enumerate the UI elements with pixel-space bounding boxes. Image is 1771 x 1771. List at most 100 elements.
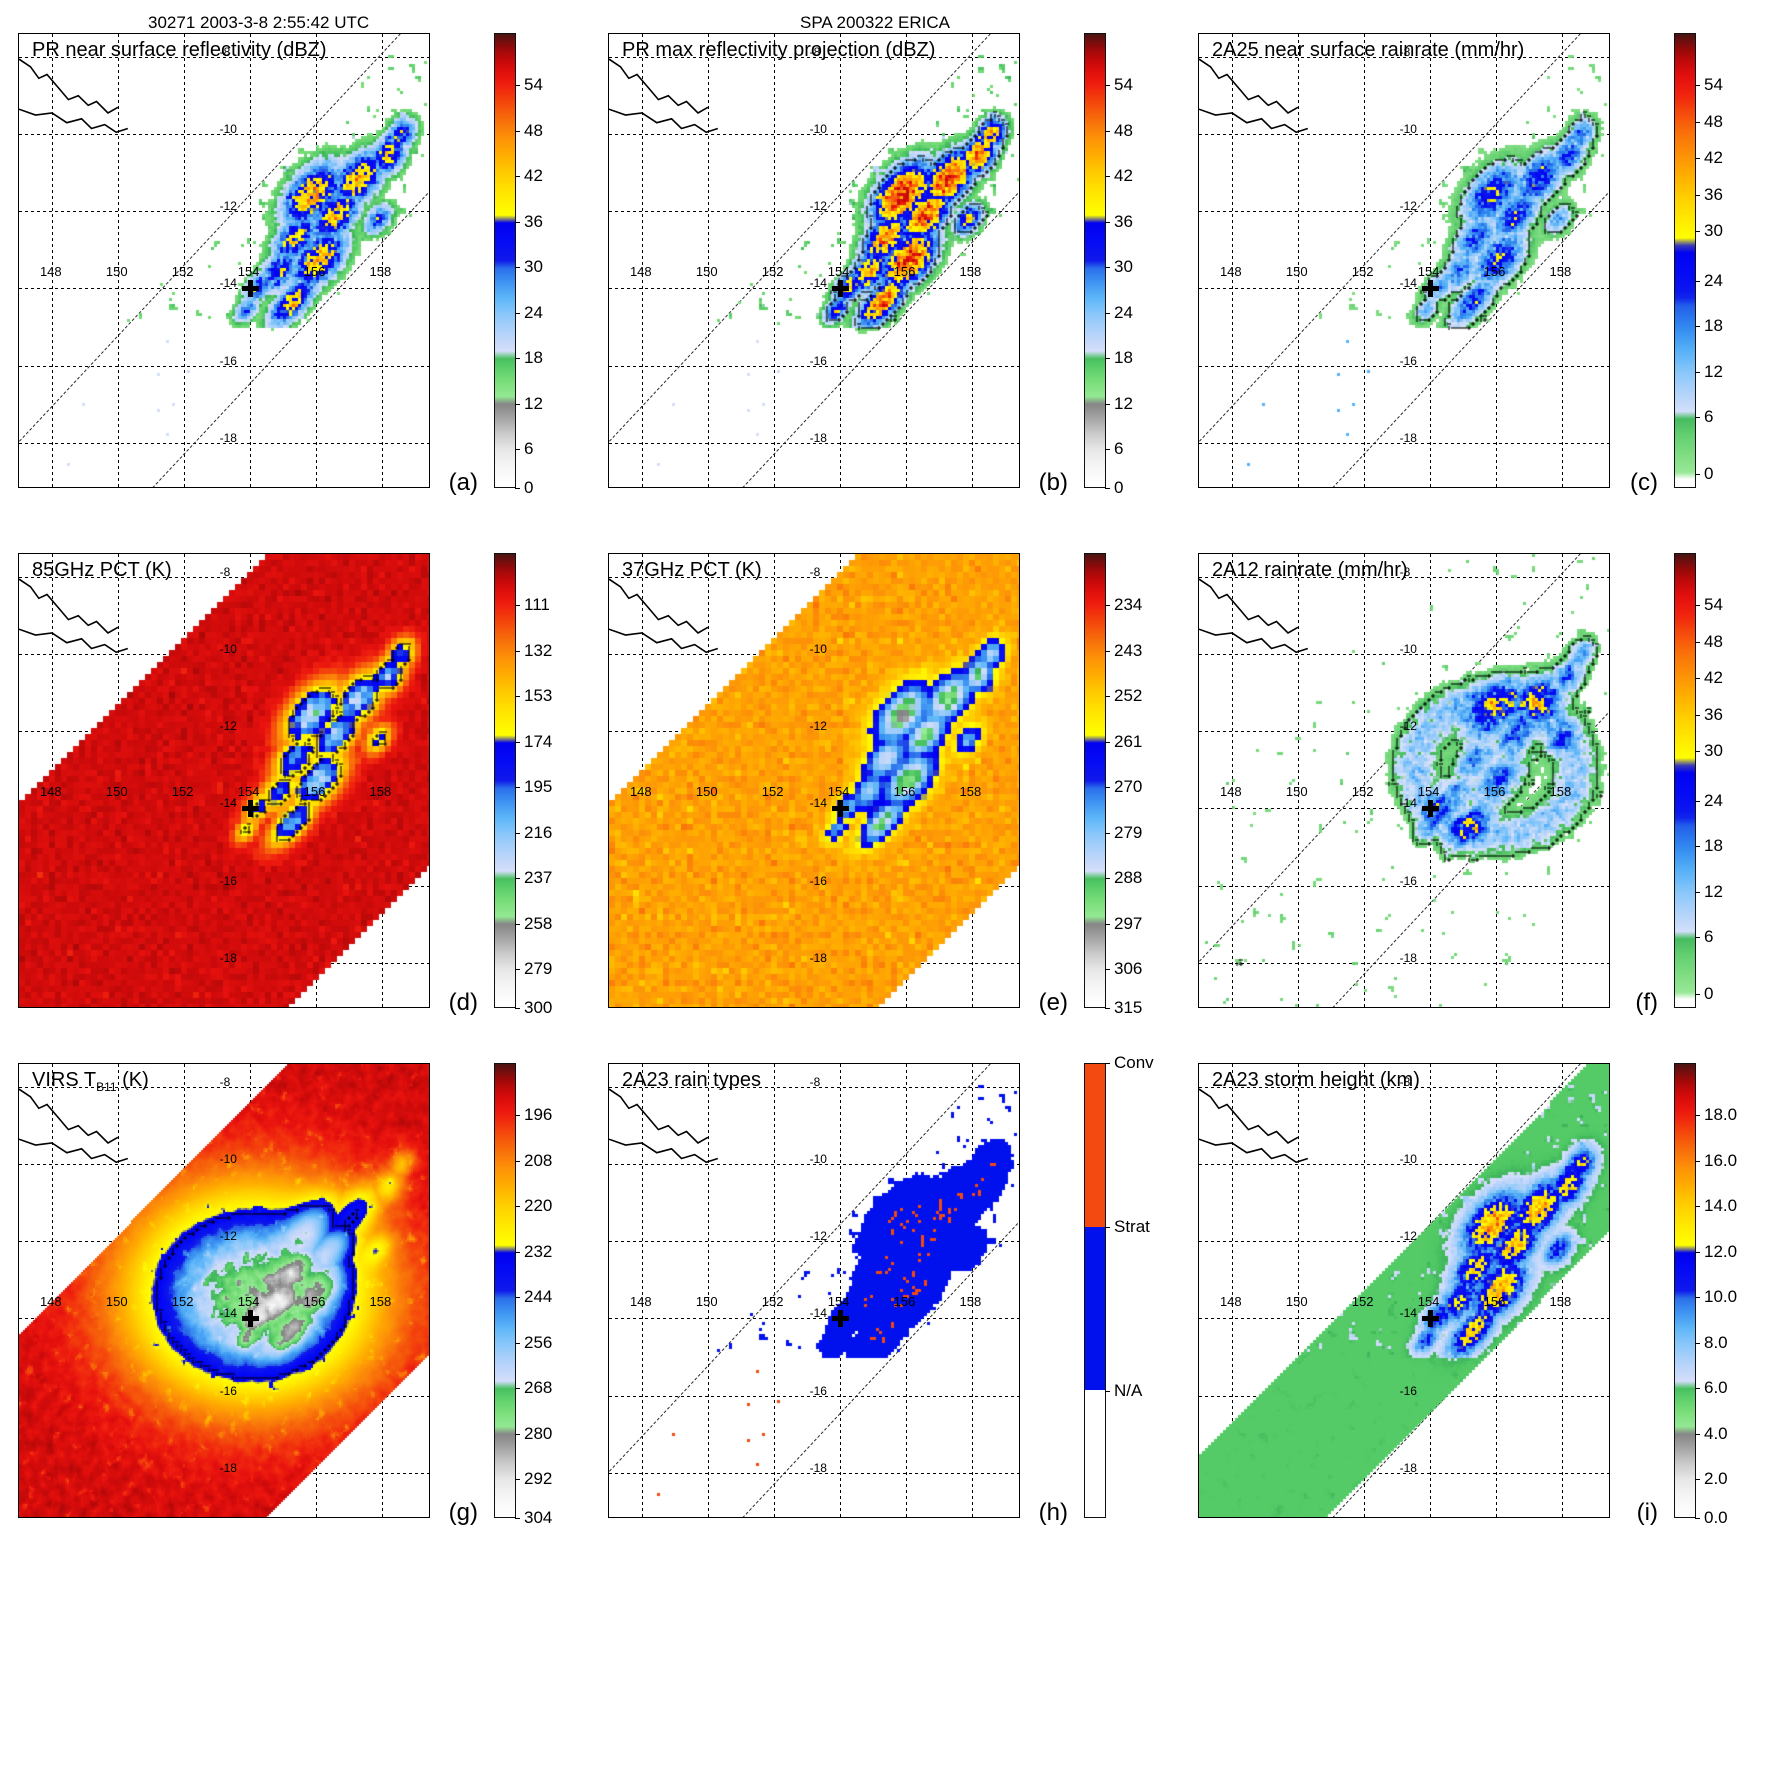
lon-tick-label: 156 bbox=[1483, 784, 1506, 800]
colorbar-tick-label: 54 bbox=[524, 75, 543, 95]
lat-tick-label: -8 bbox=[219, 565, 231, 580]
colorbar-tick-label: 24 bbox=[1704, 270, 1723, 290]
colorbar-tick-label: 6 bbox=[1704, 927, 1714, 947]
lat-tick-label: -18 bbox=[219, 430, 237, 445]
lon-tick-label: 156 bbox=[893, 1294, 916, 1310]
colorbar-tick-label: 16.0 bbox=[1704, 1150, 1738, 1170]
colorbar-tick-label: 261 bbox=[1114, 731, 1143, 751]
panel-title: 2A12 rainrate (mm/hr) bbox=[1212, 559, 1408, 581]
lat-tick-label: -8 bbox=[1399, 565, 1411, 580]
lon-tick-label: 154 bbox=[827, 1294, 850, 1310]
colorbar-tick-label: 12.0 bbox=[1704, 1241, 1738, 1261]
lat-tick-label: -14 bbox=[219, 796, 237, 811]
colorbar-gradient bbox=[1674, 33, 1696, 488]
lat-tick-label: -16 bbox=[809, 1383, 827, 1398]
colorbar-tick: 261 bbox=[1104, 731, 1143, 752]
colorbar-tick-label: 54 bbox=[1704, 595, 1723, 615]
colorbar-tick: 30 bbox=[1695, 740, 1723, 761]
colorbar-tick-label: 237 bbox=[524, 868, 553, 888]
colorbar-tick: 270 bbox=[1104, 777, 1143, 797]
lon-tick-label: 150 bbox=[695, 264, 718, 280]
lon-tick-label: 152 bbox=[1351, 784, 1374, 800]
data-raster bbox=[19, 34, 429, 487]
lon-tick-label: 156 bbox=[893, 784, 916, 800]
colorbar-tick-label: 12 bbox=[1114, 393, 1133, 413]
colorbar-tick: 8.0 bbox=[1695, 1333, 1728, 1353]
contour-overlay bbox=[1199, 554, 1609, 1007]
lat-tick-label: -8 bbox=[1399, 1075, 1411, 1090]
colorbar-tick: 258 bbox=[514, 913, 553, 934]
data-raster bbox=[609, 1064, 1019, 1517]
colorbar-a: 54 48 42 36 30 24 18 12 6 0 bbox=[494, 33, 552, 497]
colorbar-tick-label: 258 bbox=[524, 913, 553, 933]
colorbar-tick: 111 bbox=[515, 595, 550, 615]
panel-title: 85GHz PCT (K) bbox=[32, 559, 172, 581]
colorbar-tick: 42 bbox=[1105, 166, 1133, 186]
contour-overlay bbox=[609, 34, 1019, 487]
panel-letter: (h) bbox=[1038, 1499, 1068, 1526]
lat-tick-label: -18 bbox=[809, 430, 827, 445]
colorbar-tick: Strat bbox=[1105, 1217, 1150, 1237]
colorbar-c: 54 48 42 36 30 24 18 12 6 0 bbox=[1674, 33, 1732, 488]
colorbar-ticks: 18.0 16.0 14.0 12.0 10.0 8.0 6.0 4.0 2.0 0.0 bbox=[1694, 1063, 1737, 1527]
colorbar-tick-label: 30 bbox=[1704, 740, 1723, 760]
colorbar-tick: 42 bbox=[1695, 668, 1723, 688]
lon-tick-label: 158 bbox=[369, 784, 392, 800]
colorbar-tick: 14.0 bbox=[1694, 1196, 1738, 1216]
panel-g: 148 150 152 154 156 158 -8 -10 -12 -14 -16 -18 VIRS … bbox=[18, 1063, 488, 1533]
lon-tick-label: 158 bbox=[1549, 784, 1572, 800]
colorbar-tick-label: 174 bbox=[524, 731, 553, 751]
colorbar-tick: 244 bbox=[514, 1287, 552, 1307]
colorbar-tick-label: 232 bbox=[524, 1241, 553, 1261]
colorbar-tick-label: 14.0 bbox=[1704, 1196, 1738, 1216]
colorbar-tick-label: 30 bbox=[1704, 220, 1723, 240]
panel-letter: (d) bbox=[448, 989, 478, 1016]
panel-title-subscript: B11 bbox=[96, 1080, 117, 1094]
colorbar-tick: 36 bbox=[1695, 185, 1723, 205]
colorbar-tick-label: 6 bbox=[1114, 439, 1124, 459]
colorbar-tick: 237 bbox=[514, 868, 553, 888]
panel-letter: (e) bbox=[1038, 989, 1068, 1016]
lon-tick-label: 150 bbox=[695, 1294, 718, 1310]
lon-tick-label: 148 bbox=[39, 1294, 62, 1310]
lat-tick-label: -10 bbox=[1399, 1152, 1417, 1167]
colorbar-tick: 48 bbox=[1695, 632, 1723, 652]
colorbar-tick: 0.0 bbox=[1695, 1508, 1728, 1528]
lat-tick-label: -12 bbox=[1399, 1229, 1417, 1244]
lat-tick-label: -16 bbox=[809, 873, 827, 888]
colorbar-tick: 256 bbox=[514, 1333, 552, 1353]
panel-title: PR near surface reflectivity (dBZ) bbox=[32, 39, 327, 61]
lat-tick-label: -10 bbox=[219, 642, 237, 657]
lon-tick-label: 156 bbox=[1483, 1294, 1506, 1310]
lon-tick-label: 158 bbox=[369, 1294, 392, 1310]
lat-tick-label: -18 bbox=[809, 1460, 827, 1475]
plot-area-a: 148 150 152 154 156 158 -8 -10 -12 -14 -16 -18 bbox=[18, 33, 430, 488]
colorbar-tick-label: 270 bbox=[1114, 777, 1143, 797]
lon-tick-label: 152 bbox=[1351, 264, 1374, 280]
plot-area-g: 148 150 152 154 156 158 -8 -10 -12 -14 -16 -18 bbox=[18, 1063, 430, 1518]
colorbar-tick: 18 bbox=[1695, 836, 1723, 856]
colorbar-tick: 36 bbox=[515, 212, 543, 232]
plot-area-i: 148 150 152 154 156 158 -8 -10 -12 -14 -16 -18 bbox=[1198, 1063, 1610, 1518]
panel-title: PR max reflectivity projection (dBZ) bbox=[622, 39, 936, 61]
colorbar-gradient bbox=[1674, 553, 1696, 1008]
colorbar-tick-label: 0 bbox=[1114, 478, 1124, 497]
colorbar-tick: 196 bbox=[514, 1105, 552, 1125]
lat-tick-label: -14 bbox=[1399, 796, 1417, 811]
colorbar-tick: 36 bbox=[1105, 212, 1133, 232]
lat-tick-label: -8 bbox=[809, 1075, 821, 1090]
panel-i: 148 150 152 154 156 158 -8 -10 -12 -14 -16 -18 2A23 … bbox=[1198, 1063, 1668, 1533]
contour-overlay bbox=[1199, 34, 1609, 487]
colorbar-tick-label: 195 bbox=[524, 777, 553, 797]
colorbar-tick: 174 bbox=[514, 731, 553, 752]
colorbar-tick-label: 220 bbox=[524, 1196, 553, 1216]
colorbar-tick-label: 18 bbox=[1114, 348, 1133, 368]
colorbar-tick-label: 306 bbox=[1114, 959, 1143, 979]
colorbar-tick: 208 bbox=[514, 1151, 552, 1171]
data-raster bbox=[609, 554, 1019, 1007]
lat-tick-label: -8 bbox=[219, 1075, 231, 1090]
colorbar-tick-label: 153 bbox=[524, 686, 553, 706]
lat-tick-label: -18 bbox=[809, 950, 827, 965]
colorbar-tick: 268 bbox=[514, 1378, 552, 1398]
lon-tick-label: 148 bbox=[1219, 784, 1242, 800]
